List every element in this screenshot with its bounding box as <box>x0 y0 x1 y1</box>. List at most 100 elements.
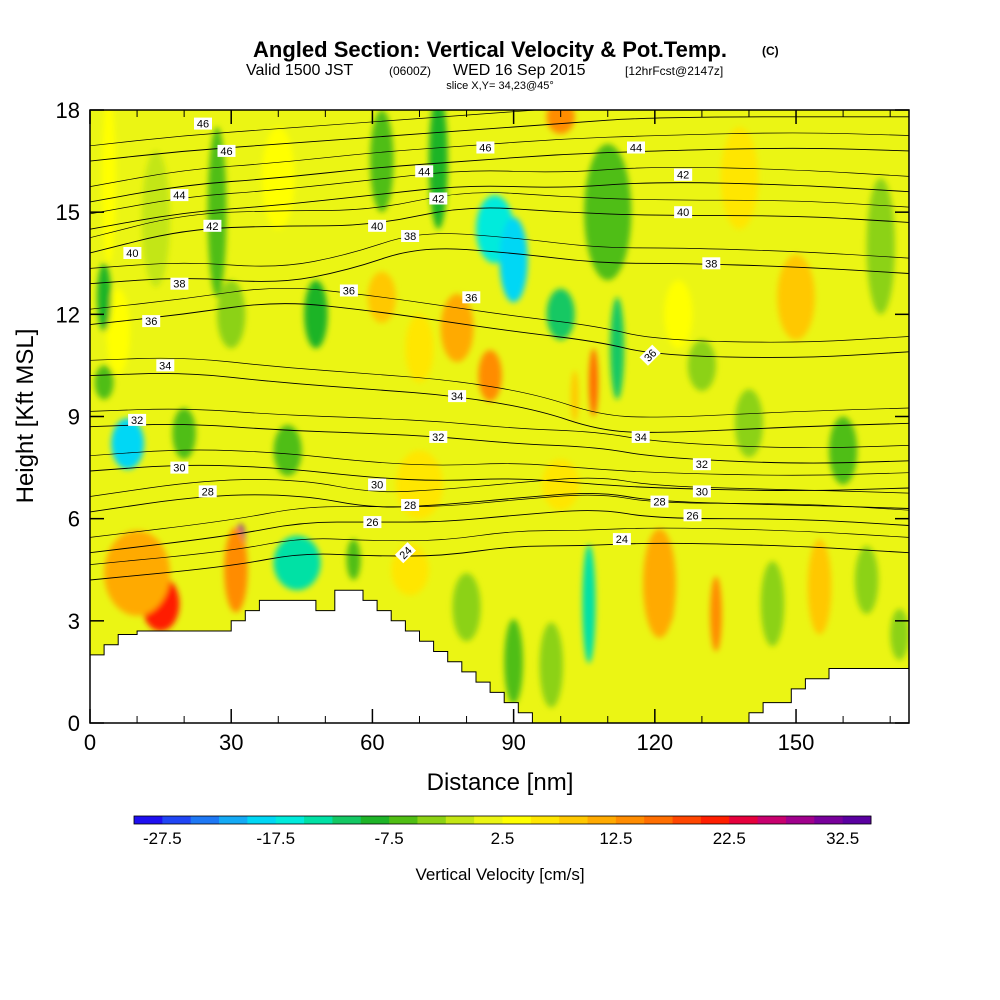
y-tick-label: 0 <box>68 711 80 736</box>
theta-label-bg <box>429 192 448 205</box>
theta-label: 34 <box>631 430 650 444</box>
valid-utc: (0600Z) <box>389 64 431 78</box>
theta-label-text: 38 <box>404 231 416 243</box>
isoline-theta-minor <box>90 287 909 343</box>
velocity-cell <box>710 576 722 652</box>
y-tick-label: 18 <box>56 98 80 123</box>
velocity-cell <box>273 535 321 591</box>
colorbar-swatch <box>275 816 305 824</box>
theta-label-text: 38 <box>173 279 185 291</box>
velocity-cell <box>734 389 764 458</box>
velocity-cell <box>94 365 114 400</box>
y-tick-label: 12 <box>56 302 80 327</box>
theta-label-bg <box>170 461 189 474</box>
x-tick-label: 30 <box>219 730 243 755</box>
theta-label-text: 32 <box>696 459 708 471</box>
theta-label-bg <box>203 219 222 232</box>
chart-title: Angled Section: Vertical Velocity & Pot.… <box>253 37 727 62</box>
velocity-cell <box>777 254 815 340</box>
y-tick-label: 9 <box>68 405 80 430</box>
theta-label-bg <box>128 413 147 426</box>
colorbar-tick-label: 12.5 <box>599 829 632 848</box>
velocity-cell <box>866 178 895 315</box>
theta-label: 44 <box>170 189 189 202</box>
velocity-cell <box>370 110 394 213</box>
isoline-theta-minor <box>90 494 909 538</box>
theta-label-bg <box>194 117 212 130</box>
colorbar-swatch <box>615 816 645 824</box>
colorbar-swatch <box>842 816 872 824</box>
theta-label-bg <box>429 430 448 443</box>
theta-label: 30 <box>368 478 387 492</box>
colorbar-swatch <box>219 816 248 824</box>
velocity-cell <box>571 370 579 422</box>
slice-info: slice X,Y= 34,23@45° <box>446 80 554 92</box>
theta-label-bg <box>401 499 420 511</box>
y-tick-label: 6 <box>68 507 80 532</box>
theta-label-text: 46 <box>197 119 209 131</box>
colorbar-swatch <box>389 816 418 824</box>
velocity-cell <box>582 544 596 664</box>
velocity-cell <box>546 110 575 134</box>
y-axis-label: Height [Kft MSL] <box>12 329 39 504</box>
theta-label-text: 42 <box>432 194 444 206</box>
velocity-cell <box>664 280 693 349</box>
colorbar-swatch <box>814 816 844 824</box>
colorbar-swatch <box>785 816 815 824</box>
theta-label: 46 <box>194 117 212 131</box>
isoline-theta-44 <box>90 147 909 203</box>
colorbar-tick-label: -17.5 <box>256 829 295 848</box>
theta-label-text: 44 <box>630 143 642 155</box>
theta-label-text: 36 <box>465 292 477 304</box>
colorbar-swatch <box>162 816 192 824</box>
valid-line: Valid 1500 JST (0600Z) WED 16 Sep 2015 [… <box>246 62 723 79</box>
theta-label-text: 24 <box>616 534 628 546</box>
theta-label: 26 <box>363 516 382 529</box>
theta-label-bg <box>674 206 693 219</box>
theta-label: 38 <box>401 230 420 243</box>
velocity-cell <box>405 314 434 383</box>
colorbar-tick-label: -7.5 <box>374 829 403 848</box>
velocity-cell <box>224 527 248 613</box>
theta-label: 40 <box>674 206 693 219</box>
theta-label-bg <box>650 495 669 508</box>
isoline-theta-36 <box>90 303 909 358</box>
colorbar-tick-label: 22.5 <box>713 829 746 848</box>
colorbar-swatch <box>502 816 532 824</box>
theta-label: 28 <box>401 499 420 512</box>
x-tick-label: 120 <box>636 730 673 755</box>
theta-label: 32 <box>128 413 147 427</box>
theta-label: 28 <box>198 485 217 498</box>
theta-label-bg <box>401 230 420 242</box>
colorbar-swatch <box>417 816 447 824</box>
theta-label-text: 44 <box>173 190 185 202</box>
theta-label-text: 40 <box>677 207 689 219</box>
velocity-cell <box>217 280 246 349</box>
theta-label: 36 <box>339 284 358 298</box>
velocity-cell <box>643 528 677 638</box>
theta-label-text: 36 <box>343 286 355 298</box>
theta-label: 40 <box>368 219 387 233</box>
isoline-theta-26 <box>90 510 909 554</box>
theta-label-text: 34 <box>159 360 171 372</box>
x-tick-label: 0 <box>84 730 96 755</box>
theta-label: 42 <box>203 219 222 233</box>
velocity-cell <box>499 217 528 303</box>
theta-label-text: 28 <box>404 500 416 512</box>
colorbar-swatch <box>729 816 759 824</box>
isoline-theta-minor <box>90 527 909 565</box>
theta-label-text: 46 <box>479 143 491 155</box>
theta-label: 40 <box>123 247 142 260</box>
theta-label: 44 <box>415 165 434 178</box>
velocity-cell <box>207 127 227 298</box>
velocity-cell <box>428 110 448 230</box>
theta-label: 42 <box>429 192 448 206</box>
theta-label: 30 <box>692 485 711 498</box>
theta-label-bg <box>217 144 236 157</box>
velocity-cell <box>101 110 116 264</box>
theta-label-text: 36 <box>145 316 157 328</box>
theta-label-bg <box>339 284 358 297</box>
theta-label-text: 26 <box>366 517 378 529</box>
